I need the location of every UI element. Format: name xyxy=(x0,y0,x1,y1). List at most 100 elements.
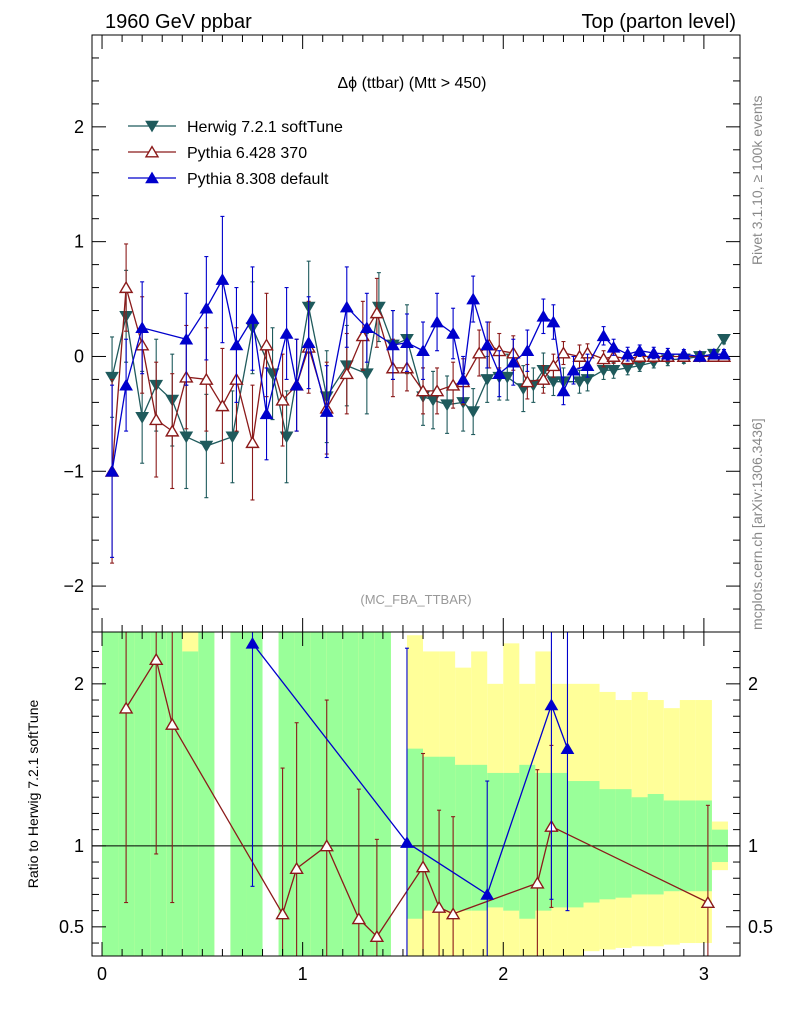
data-point xyxy=(445,907,461,920)
data-point xyxy=(245,312,260,324)
data-point xyxy=(369,306,385,319)
data-point xyxy=(480,888,495,900)
data-point xyxy=(275,393,290,406)
header-right: Top (parton level) xyxy=(581,11,736,33)
data-point xyxy=(717,333,731,346)
data-point xyxy=(530,876,545,889)
series-herwig xyxy=(105,260,731,499)
data-point xyxy=(279,431,294,444)
band-inner xyxy=(615,789,632,898)
data-point xyxy=(717,347,731,360)
legend-label: Pythia 8.308 default xyxy=(187,171,329,188)
data-point xyxy=(372,301,386,314)
data-point xyxy=(676,347,691,360)
data-point xyxy=(580,359,595,371)
mcplots-label: mcplots.cern.ch [arXiv:1306.3436] xyxy=(749,418,765,630)
data-point xyxy=(546,315,561,328)
data-point xyxy=(359,368,374,381)
legend-marker xyxy=(144,145,160,158)
band-inner xyxy=(102,632,119,956)
data-point xyxy=(148,412,164,426)
band-inner xyxy=(519,764,536,919)
data-point xyxy=(355,329,371,342)
data-point xyxy=(118,701,134,714)
watermark: (MC_FBA_TTBAR) xyxy=(360,592,471,607)
data-point xyxy=(259,338,274,351)
data-point xyxy=(148,652,164,666)
data-point xyxy=(179,431,194,444)
series-line xyxy=(111,304,725,447)
data-point xyxy=(319,839,334,852)
band-inner xyxy=(134,632,151,956)
ratio-y-tick-label-right: 2 xyxy=(748,674,758,694)
band-inner xyxy=(406,748,424,919)
band-inner xyxy=(503,772,520,911)
data-point xyxy=(606,364,621,377)
legend-marker xyxy=(145,120,159,133)
data-point xyxy=(415,860,431,873)
legend-marker xyxy=(145,171,159,184)
data-point xyxy=(319,405,334,417)
data-point xyxy=(466,292,481,305)
data-point xyxy=(179,332,194,345)
ratio-series-8-308 xyxy=(245,632,575,956)
band-inner xyxy=(166,632,183,956)
data-point xyxy=(135,321,150,334)
band-inner xyxy=(439,756,456,911)
legend-label: Herwig 7.2.1 softTune xyxy=(187,119,343,136)
legend-entry: Pythia 8.308 default xyxy=(128,171,329,188)
band-inner xyxy=(182,651,199,956)
y-tick-label: 1 xyxy=(74,232,84,252)
band-inner xyxy=(567,781,584,908)
band-inner xyxy=(246,632,263,956)
data-point xyxy=(386,338,400,351)
band-inner xyxy=(278,632,295,956)
ratio-y-tick-label-right: 1 xyxy=(748,836,758,856)
data-point xyxy=(400,336,414,348)
data-point xyxy=(456,373,471,385)
data-point xyxy=(596,329,611,342)
data-point xyxy=(445,378,461,391)
data-point xyxy=(199,372,214,385)
series-pythia xyxy=(104,243,732,564)
data-point xyxy=(135,412,150,424)
x-tick-label: 3 xyxy=(699,964,709,984)
data-point xyxy=(289,861,304,875)
band-inner xyxy=(358,632,375,956)
legend-label: Pythia 6.428 370 xyxy=(187,145,307,162)
data-point xyxy=(620,347,635,360)
ratio-y-tick-label: 2 xyxy=(74,674,84,694)
data-point xyxy=(700,895,716,909)
band-inner xyxy=(455,764,472,911)
data-point xyxy=(520,374,535,388)
legend-entry: Herwig 7.2.1 softTune xyxy=(128,119,343,136)
data-point xyxy=(351,911,367,925)
data-point xyxy=(400,836,414,848)
data-point xyxy=(431,900,447,913)
data-point xyxy=(225,431,240,444)
data-point xyxy=(544,698,559,711)
x-tick-label: 1 xyxy=(298,964,308,984)
series-line xyxy=(125,657,709,938)
ratio-y-tick-label-right: 0.5 xyxy=(748,917,773,937)
data-point xyxy=(199,440,214,453)
data-point xyxy=(105,371,119,384)
data-point xyxy=(471,346,487,359)
data-point xyxy=(606,349,621,362)
data-point xyxy=(289,378,304,391)
data-point xyxy=(199,301,214,314)
band-inner xyxy=(310,632,327,956)
data-point xyxy=(245,435,260,449)
band-inner xyxy=(583,781,600,903)
y-tick-label: −1 xyxy=(63,461,84,481)
data-point xyxy=(440,399,454,412)
data-point xyxy=(466,406,481,418)
data-point xyxy=(416,344,430,357)
band-inner xyxy=(647,794,664,895)
x-tick-label: 2 xyxy=(498,964,508,984)
data-point xyxy=(105,464,119,477)
ratio-panel: 0.5 0.5 1 1 2 2 0 1 2 3 Ratio to Herwig 7.2.1 sof… xyxy=(25,631,773,984)
data-point xyxy=(646,346,661,359)
ratio-frame xyxy=(91,631,741,957)
